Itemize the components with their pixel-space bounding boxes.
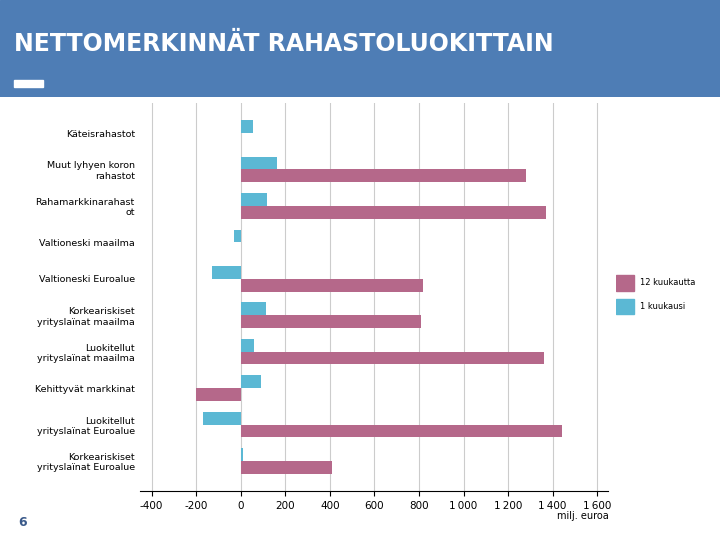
Bar (240, 315, 421, 328)
Bar (212, 266, 240, 279)
Bar (240, 352, 544, 365)
Text: □: □ (0, 539, 1, 540)
Bar (14, 80, 43, 87)
Bar (240, 206, 546, 219)
Text: 1 kuukausi: 1 kuukausi (640, 302, 685, 311)
Bar (240, 170, 526, 182)
Bar (203, 412, 240, 424)
Text: NETTOMERKINNÄT RAHASTOLUOKITTAIN: NETTOMERKINNÄT RAHASTOLUOKITTAIN (14, 32, 554, 56)
Bar (240, 461, 332, 474)
Bar (616, 275, 634, 291)
Bar (240, 448, 243, 461)
Bar (240, 302, 266, 315)
Bar (196, 388, 240, 401)
Bar (240, 120, 253, 133)
Text: 12 kuukautta: 12 kuukautta (640, 279, 696, 287)
Bar (240, 279, 423, 292)
Bar (240, 424, 562, 437)
Bar (240, 339, 254, 352)
Bar (234, 230, 240, 242)
Bar (240, 157, 277, 170)
Bar (240, 375, 261, 388)
Text: milj. euroa: milj. euroa (557, 511, 608, 521)
Bar (616, 299, 634, 314)
Text: 6: 6 (18, 516, 27, 530)
Bar (240, 193, 267, 206)
